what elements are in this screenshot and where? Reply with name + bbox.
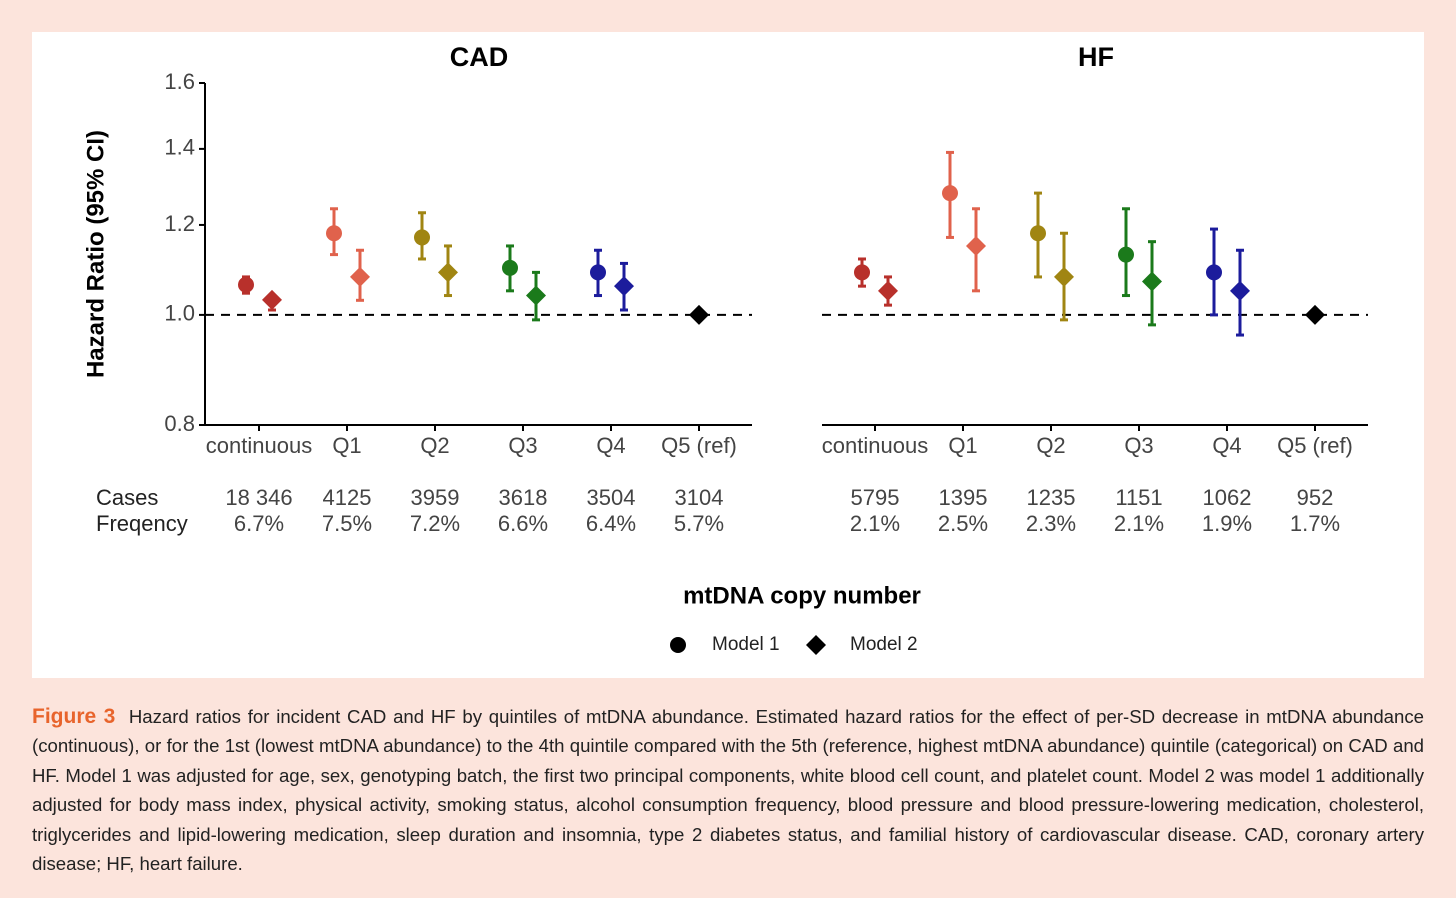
point <box>326 225 342 242</box>
frequency: 6.7% <box>234 511 284 536</box>
caption-text: Hazard ratios for incident CAD and HF by… <box>32 706 1424 875</box>
x-tick-label: Q3 <box>508 433 537 458</box>
point <box>350 266 370 287</box>
point <box>1206 264 1222 281</box>
x-tick-label: Q2 <box>1036 433 1065 458</box>
figure <box>32 32 1424 678</box>
y-axis-label: Hazard Ratio (95% CI) <box>82 130 109 378</box>
panel-title: CAD <box>450 42 509 72</box>
caption-label: Figure 3 <box>32 705 116 728</box>
y-tick-label: 1.2 <box>164 211 195 236</box>
cases: 952 <box>1297 485 1334 510</box>
frequency: 1.7% <box>1290 511 1340 536</box>
point <box>1054 266 1074 287</box>
legend-label: Model 1 <box>712 634 780 655</box>
frequency: 6.4% <box>586 511 636 536</box>
x-tick-label: Q4 <box>596 433 625 458</box>
frequency: 5.7% <box>674 511 724 536</box>
cases: 1395 <box>939 485 988 510</box>
frequency: 7.5% <box>322 511 372 536</box>
x-tick-label: continuous <box>206 433 312 458</box>
y-tick-label: 1.4 <box>164 135 195 160</box>
cases: 3104 <box>675 485 724 510</box>
point <box>502 259 518 276</box>
point <box>614 276 634 297</box>
point <box>1118 246 1134 263</box>
frequency: 1.9% <box>1202 511 1252 536</box>
x-tick-label: continuous <box>822 433 928 458</box>
legend-marker <box>806 635 826 655</box>
row-label: Cases <box>96 485 158 510</box>
cases: 3618 <box>499 485 548 510</box>
x-tick-label: Q5 (ref) <box>661 433 737 458</box>
point <box>238 276 254 293</box>
frequency: 2.1% <box>1114 511 1164 536</box>
point <box>966 235 986 256</box>
frequency: 2.5% <box>938 511 988 536</box>
cases: 1062 <box>1203 485 1252 510</box>
legend-label: Model 2 <box>850 634 918 655</box>
point <box>526 285 546 306</box>
legend-marker <box>670 637 686 653</box>
panel-title: HF <box>1078 42 1114 72</box>
point <box>414 229 430 246</box>
y-tick-label: 1.6 <box>164 69 195 94</box>
cases: 1235 <box>1027 485 1076 510</box>
y-tick-label: 1.0 <box>164 301 195 326</box>
x-tick-label: Q2 <box>420 433 449 458</box>
point <box>1142 271 1162 292</box>
point <box>689 304 709 325</box>
x-axis-label: mtDNA copy number <box>683 582 921 609</box>
x-tick-label: Q5 (ref) <box>1277 433 1353 458</box>
cases: 18 346 <box>225 485 292 510</box>
point <box>262 289 282 310</box>
cases: 5795 <box>851 485 900 510</box>
cases: 3504 <box>587 485 636 510</box>
x-tick-label: Q3 <box>1124 433 1153 458</box>
frequency: 7.2% <box>410 511 460 536</box>
point <box>438 262 458 283</box>
row-label: Freqency <box>96 511 188 536</box>
point <box>1305 304 1325 325</box>
point <box>854 264 870 281</box>
frequency: 2.1% <box>850 511 900 536</box>
cases: 3959 <box>411 485 460 510</box>
chart: Hazard Ratio (95% CI) mtDNA copy number … <box>82 42 1368 655</box>
frequency: 2.3% <box>1026 511 1076 536</box>
point <box>942 185 958 202</box>
point <box>590 264 606 281</box>
y-tick-label: 0.8 <box>164 411 195 436</box>
x-tick-label: Q1 <box>948 433 977 458</box>
point <box>1030 225 1046 242</box>
caption: Figure 3 Hazard ratios for incident CAD … <box>32 702 1424 878</box>
x-tick-label: Q1 <box>332 433 361 458</box>
point <box>878 280 898 301</box>
cases: 4125 <box>323 485 372 510</box>
point <box>1230 280 1250 301</box>
frequency: 6.6% <box>498 511 548 536</box>
x-tick-label: Q4 <box>1212 433 1241 458</box>
cases: 1151 <box>1115 485 1162 510</box>
